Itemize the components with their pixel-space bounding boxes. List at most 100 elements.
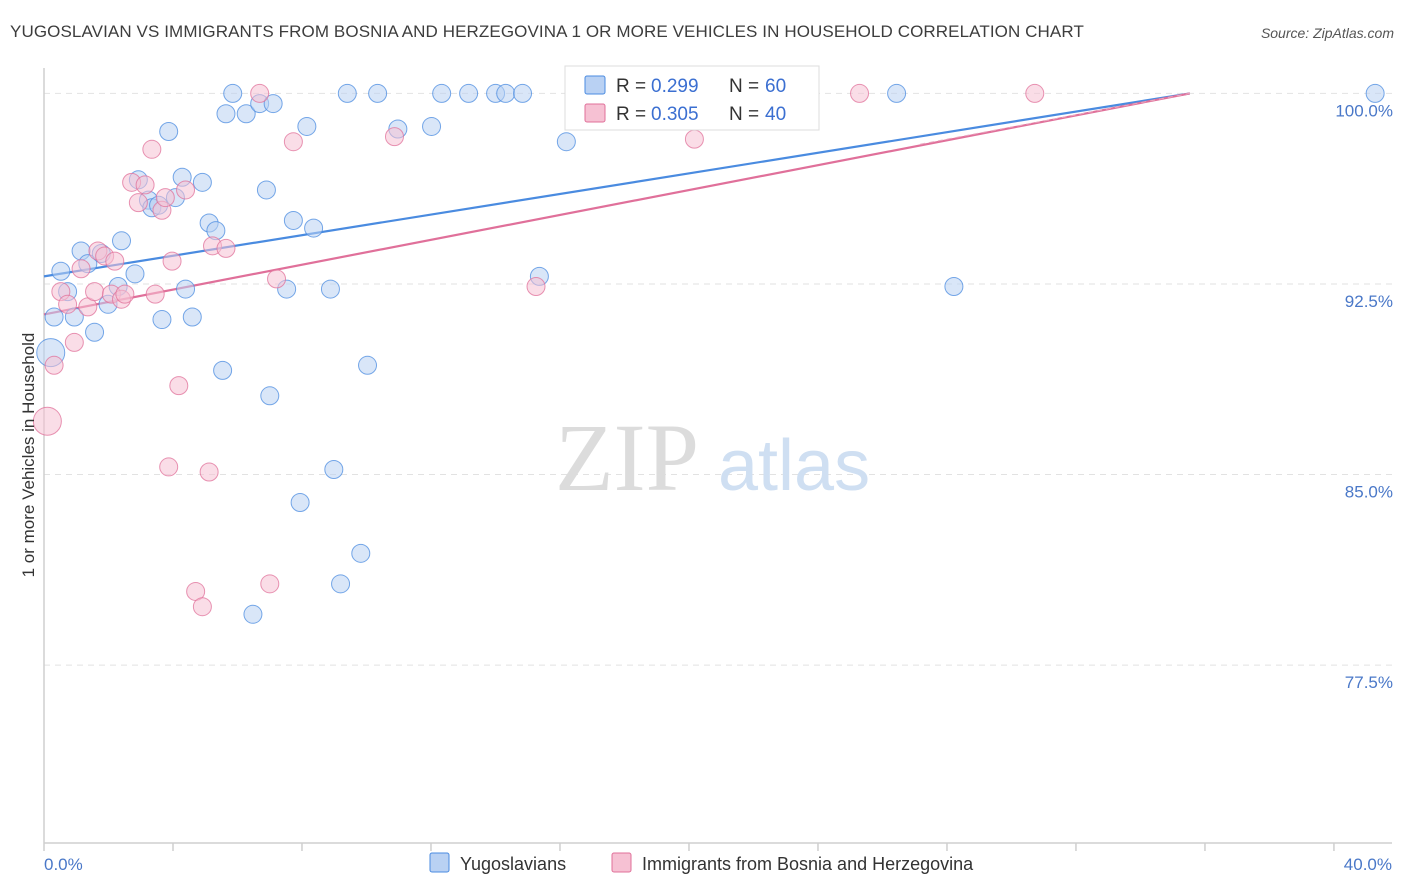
y-tick-label: 77.5% <box>1345 673 1393 692</box>
point-yugoslavians <box>337 83 357 103</box>
point-yugoslavians <box>351 543 371 563</box>
point-yugoslavians <box>51 261 71 281</box>
point-bosnia <box>850 83 870 103</box>
point-bosnia <box>526 277 546 297</box>
point-yugoslavians <box>182 307 202 327</box>
point-yugoslavians <box>152 310 172 330</box>
point-bosnia <box>145 284 165 304</box>
point-yugoslavians <box>283 210 303 230</box>
bottom-legend-swatch-blue <box>429 852 450 873</box>
point-bosnia <box>384 127 404 147</box>
point-yugoslavians <box>944 277 964 297</box>
point-bosnia <box>283 132 303 152</box>
watermark: ZIP atlas <box>555 404 870 511</box>
data-points <box>32 83 1385 624</box>
point-bosnia <box>142 139 162 159</box>
y-tick-labels: 77.5% 85.0% 92.5% 100.0% <box>1335 101 1393 692</box>
legend-swatch-pink <box>584 103 606 123</box>
point-yugoslavians <box>85 322 105 342</box>
point-yugoslavians <box>263 94 283 114</box>
point-yugoslavians <box>223 83 243 103</box>
y-tick-label: 100.0% <box>1335 101 1393 120</box>
point-yugoslavians <box>159 122 179 142</box>
gridlines <box>44 92 1392 666</box>
y-axis-label: 1 or more Vehicles in Household <box>19 333 38 578</box>
legend-r-label-1: R = <box>616 76 646 97</box>
y-tick-label: 92.5% <box>1345 292 1393 311</box>
point-yugoslavians <box>290 493 310 513</box>
point-yugoslavians <box>125 264 145 284</box>
legend-r-value-2: 0.305 <box>651 104 699 125</box>
point-yugoslavians <box>358 355 378 375</box>
point-bosnia <box>159 457 179 477</box>
point-bosnia <box>128 193 148 213</box>
legend: R = 0.299 N = 60 R = 0.305 N = 40 <box>564 65 820 131</box>
legend-n-value-1: 60 <box>765 76 786 97</box>
point-bosnia <box>32 406 62 436</box>
axes <box>43 68 1392 851</box>
watermark-zip: ZIP <box>555 404 699 511</box>
bottom-legend-swatch-pink <box>611 852 632 873</box>
point-yugoslavians <box>556 132 576 152</box>
point-yugoslavians <box>324 459 344 479</box>
legend-n-value-2: 40 <box>765 104 786 125</box>
legend-n-label-2: N = <box>729 104 759 125</box>
point-bosnia <box>250 83 270 103</box>
point-yugoslavians <box>513 83 533 103</box>
point-yugoslavians <box>331 574 351 594</box>
trend-extension-bosnia <box>920 92 1190 145</box>
trend-line-bosnia <box>43 92 1191 316</box>
y-tick-label: 85.0% <box>1345 483 1393 502</box>
point-yugoslavians <box>887 83 907 103</box>
point-yugoslavians <box>256 180 276 200</box>
point-yugoslavians <box>112 231 132 251</box>
point-yugoslavians <box>236 104 256 124</box>
point-bosnia <box>267 269 287 289</box>
point-yugoslavians <box>496 83 516 103</box>
point-bosnia <box>199 462 219 482</box>
point-yugoslavians <box>459 83 479 103</box>
point-yugoslavians <box>213 360 233 380</box>
point-yugoslavians <box>260 386 280 406</box>
point-yugoslavians <box>44 307 64 327</box>
point-bosnia <box>162 251 182 271</box>
point-yugoslavians <box>243 604 263 624</box>
point-yugoslavians <box>176 279 196 299</box>
point-yugoslavians <box>422 116 442 136</box>
legend-swatch-blue <box>584 75 606 95</box>
point-yugoslavians <box>216 104 236 124</box>
bottom-legend-label-yugoslavians: Yugoslavians <box>460 854 566 874</box>
point-bosnia <box>58 294 78 314</box>
point-bosnia <box>192 597 212 617</box>
point-bosnia <box>169 376 189 396</box>
point-bosnia <box>684 129 704 149</box>
point-bosnia <box>105 251 125 271</box>
chart-title: YUGOSLAVIAN VS IMMIGRANTS FROM BOSNIA AN… <box>10 22 1084 41</box>
point-bosnia <box>135 175 155 195</box>
legend-r-label-2: R = <box>616 104 646 125</box>
point-bosnia <box>85 282 105 302</box>
watermark-atlas: atlas <box>718 426 870 506</box>
point-bosnia <box>44 355 64 375</box>
point-bosnia <box>64 332 84 352</box>
point-yugoslavians <box>192 172 212 192</box>
point-bosnia <box>260 574 280 594</box>
bottom-legend-label-bosnia: Immigrants from Bosnia and Herzegovina <box>642 854 974 874</box>
bottom-legend: Yugoslavians Immigrants from Bosnia and … <box>429 852 974 874</box>
point-bosnia <box>115 284 135 304</box>
point-yugoslavians <box>297 116 317 136</box>
point-yugoslavians <box>1365 83 1385 103</box>
point-bosnia <box>216 238 236 258</box>
x-tick-label-max: 40.0% <box>1344 855 1392 874</box>
point-bosnia <box>71 259 91 279</box>
legend-box <box>564 65 820 131</box>
point-yugoslavians <box>320 279 340 299</box>
point-yugoslavians <box>368 83 388 103</box>
point-yugoslavians <box>432 83 452 103</box>
point-bosnia <box>176 180 196 200</box>
point-bosnia <box>1025 83 1045 103</box>
legend-r-value-1: 0.299 <box>651 76 699 97</box>
point-yugoslavians <box>304 218 324 238</box>
x-tick-label-min: 0.0% <box>44 855 83 874</box>
